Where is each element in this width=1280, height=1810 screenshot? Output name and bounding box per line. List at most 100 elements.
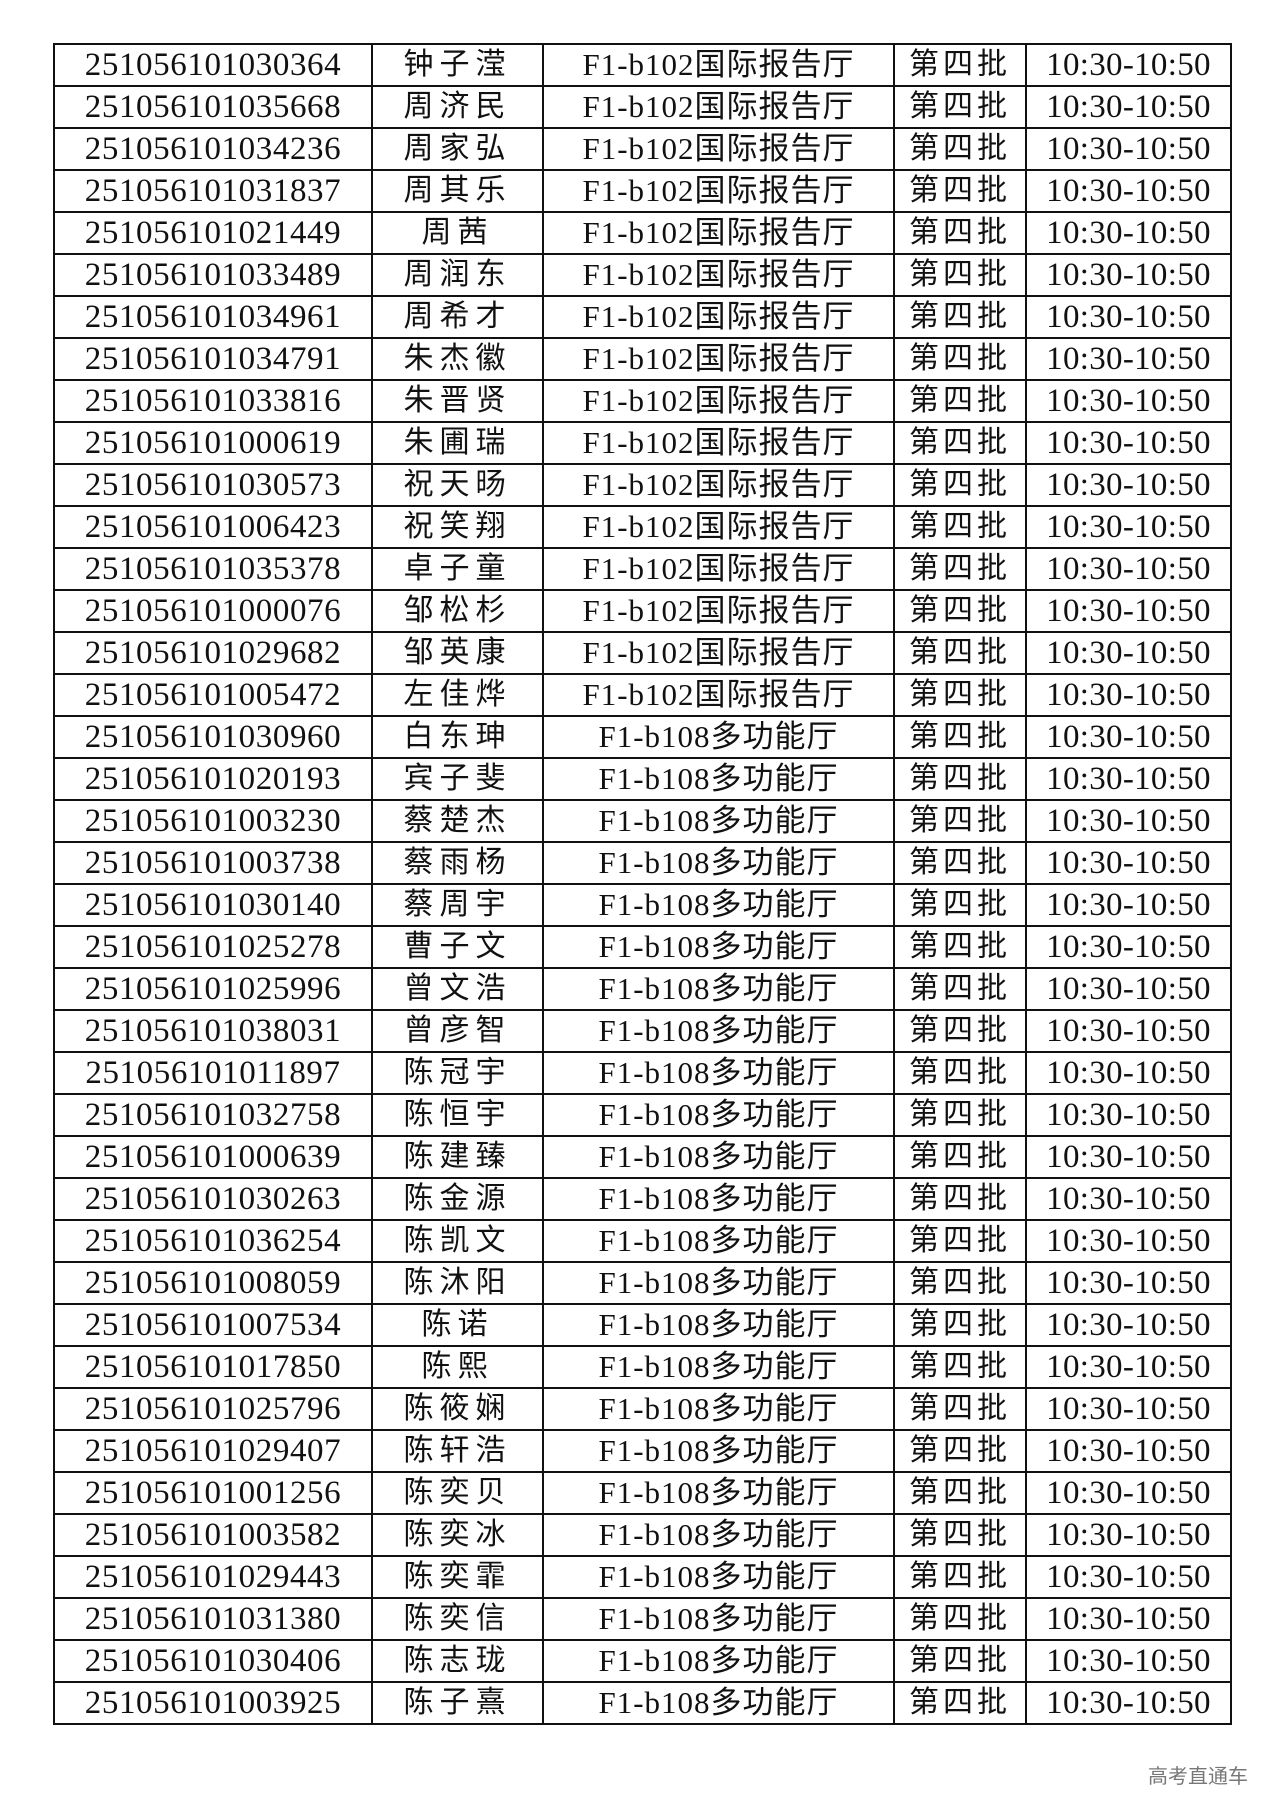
- student-name-cell: 陈奕冰: [371, 1513, 544, 1557]
- table-row: 251056101029443 陈奕霏 F1-b108多功能厅 第四批 10:30-10…: [53, 1555, 1232, 1599]
- time-cell: 10:30-10:50: [1025, 1597, 1232, 1641]
- room-cell: F1-b108多功能厅: [542, 967, 895, 1011]
- room-cell: F1-b102国际报告厅: [542, 379, 895, 423]
- student-id-cell: 251056101032758: [53, 1093, 373, 1137]
- student-name-cell: 周其乐: [371, 169, 544, 213]
- room-cell: F1-b108多功能厅: [542, 1471, 895, 1515]
- table-row: 251056101030364 钟子滢 F1-b102国际报告厅 第四批 10:30-1…: [53, 43, 1232, 87]
- room-cell: F1-b102国际报告厅: [542, 589, 895, 633]
- batch-cell: 第四批: [893, 967, 1027, 1011]
- table-row: 251056101025278 曹子文 F1-b108多功能厅 第四批 10:30-10…: [53, 925, 1232, 969]
- room-cell: F1-b108多功能厅: [542, 1429, 895, 1473]
- student-id-cell: 251056101034961: [53, 295, 373, 339]
- table-row: 251056101003738 蔡雨杨 F1-b108多功能厅 第四批 10:30-10…: [53, 841, 1232, 885]
- room-cell: F1-b102国际报告厅: [542, 211, 895, 255]
- table-row: 251056101035378 卓子童 F1-b102国际报告厅 第四批 10:30-1…: [53, 547, 1232, 591]
- student-id-cell: 251056101034236: [53, 127, 373, 171]
- room-cell: F1-b108多功能厅: [542, 1261, 895, 1305]
- student-id-cell: 251056101020193: [53, 757, 373, 801]
- time-cell: 10:30-10:50: [1025, 799, 1232, 843]
- time-cell: 10:30-10:50: [1025, 169, 1232, 213]
- table-row: 251056101020193 宾子斐 F1-b108多功能厅 第四批 10:30-10…: [53, 757, 1232, 801]
- batch-cell: 第四批: [893, 1429, 1027, 1473]
- room-cell: F1-b108多功能厅: [542, 1387, 895, 1431]
- batch-cell: 第四批: [893, 1219, 1027, 1263]
- student-id-cell: 251056101030960: [53, 715, 373, 759]
- table-row: 251056101034961 周希才 F1-b102国际报告厅 第四批 10:30-1…: [53, 295, 1232, 339]
- student-id-cell: 251056101030140: [53, 883, 373, 927]
- student-name-cell: 蔡楚杰: [371, 799, 544, 843]
- batch-cell: 第四批: [893, 85, 1027, 129]
- batch-cell: 第四批: [893, 1051, 1027, 1095]
- batch-cell: 第四批: [893, 1681, 1027, 1725]
- schedule-table: 251056101030364 钟子滢 F1-b102国际报告厅 第四批 10:30-1…: [53, 43, 1232, 1725]
- table-row: 251056101030263 陈金源 F1-b108多功能厅 第四批 10:30-10…: [53, 1177, 1232, 1221]
- room-cell: F1-b108多功能厅: [542, 799, 895, 843]
- batch-cell: 第四批: [893, 757, 1027, 801]
- time-cell: 10:30-10:50: [1025, 673, 1232, 717]
- student-id-cell: 251056101007534: [53, 1303, 373, 1347]
- table-row: 251056101001256 陈奕贝 F1-b108多功能厅 第四批 10:30-10…: [53, 1471, 1232, 1515]
- table-row: 251056101006423 祝笑翔 F1-b102国际报告厅 第四批 10:30-1…: [53, 505, 1232, 549]
- student-name-cell: 陈金源: [371, 1177, 544, 1221]
- student-name-cell: 周家弘: [371, 127, 544, 171]
- room-cell: F1-b108多功能厅: [542, 715, 895, 759]
- table-row: 251056101003582 陈奕冰 F1-b108多功能厅 第四批 10:30-10…: [53, 1513, 1232, 1557]
- time-cell: 10:30-10:50: [1025, 1387, 1232, 1431]
- room-cell: F1-b108多功能厅: [542, 883, 895, 927]
- room-cell: F1-b108多功能厅: [542, 1051, 895, 1095]
- student-id-cell: 251056101030263: [53, 1177, 373, 1221]
- student-name-cell: 朱晋贤: [371, 379, 544, 423]
- student-name-cell: 陈奕贝: [371, 1471, 544, 1515]
- table-row: 251056101029682 邹英康 F1-b102国际报告厅 第四批 10:30-1…: [53, 631, 1232, 675]
- student-id-cell: 251056101030573: [53, 463, 373, 507]
- student-id-cell: 251056101030364: [53, 43, 373, 87]
- table-row: 251056101017850 陈熙 F1-b108多功能厅 第四批 10:30-10:…: [53, 1345, 1232, 1389]
- time-cell: 10:30-10:50: [1025, 43, 1232, 87]
- time-cell: 10:30-10:50: [1025, 295, 1232, 339]
- time-cell: 10:30-10:50: [1025, 253, 1232, 297]
- time-cell: 10:30-10:50: [1025, 1135, 1232, 1179]
- time-cell: 10:30-10:50: [1025, 1639, 1232, 1683]
- table-row: 251056101036254 陈凯文 F1-b108多功能厅 第四批 10:30-10…: [53, 1219, 1232, 1263]
- time-cell: 10:30-10:50: [1025, 841, 1232, 885]
- student-name-cell: 蔡周宇: [371, 883, 544, 927]
- time-cell: 10:30-10:50: [1025, 85, 1232, 129]
- student-id-cell: 251056101003738: [53, 841, 373, 885]
- room-cell: F1-b108多功能厅: [542, 1681, 895, 1725]
- batch-cell: 第四批: [893, 1513, 1027, 1557]
- table-row: 251056101030960 白东珅 F1-b108多功能厅 第四批 10:30-10…: [53, 715, 1232, 759]
- table-row: 251056101005472 左佳烨 F1-b102国际报告厅 第四批 10:30-1…: [53, 673, 1232, 717]
- room-cell: F1-b102国际报告厅: [542, 85, 895, 129]
- student-name-cell: 邹英康: [371, 631, 544, 675]
- student-name-cell: 陈筱娴: [371, 1387, 544, 1431]
- table-row: 251056101007534 陈诺 F1-b108多功能厅 第四批 10:30-10:…: [53, 1303, 1232, 1347]
- time-cell: 10:30-10:50: [1025, 1093, 1232, 1137]
- room-cell: F1-b108多功能厅: [542, 925, 895, 969]
- table-row: 251056101030406 陈志珑 F1-b108多功能厅 第四批 10:30-10…: [53, 1639, 1232, 1683]
- student-id-cell: 251056101003230: [53, 799, 373, 843]
- batch-cell: 第四批: [893, 505, 1027, 549]
- student-id-cell: 251056101029682: [53, 631, 373, 675]
- student-id-cell: 251056101036254: [53, 1219, 373, 1263]
- table-row: 251056101033816 朱晋贤 F1-b102国际报告厅 第四批 10:30-1…: [53, 379, 1232, 423]
- table-row: 251056101033489 周润东 F1-b102国际报告厅 第四批 10:30-1…: [53, 253, 1232, 297]
- student-id-cell: 251056101035378: [53, 547, 373, 591]
- student-name-cell: 曾文浩: [371, 967, 544, 1011]
- batch-cell: 第四批: [893, 673, 1027, 717]
- batch-cell: 第四批: [893, 1639, 1027, 1683]
- student-name-cell: 周希才: [371, 295, 544, 339]
- room-cell: F1-b102国际报告厅: [542, 547, 895, 591]
- student-name-cell: 陈凯文: [371, 1219, 544, 1263]
- batch-cell: 第四批: [893, 1555, 1027, 1599]
- student-id-cell: 251056101035668: [53, 85, 373, 129]
- room-cell: F1-b108多功能厅: [542, 1303, 895, 1347]
- room-cell: F1-b108多功能厅: [542, 1597, 895, 1641]
- time-cell: 10:30-10:50: [1025, 1177, 1232, 1221]
- batch-cell: 第四批: [893, 1387, 1027, 1431]
- table-row: 251056101029407 陈轩浩 F1-b108多功能厅 第四批 10:30-10…: [53, 1429, 1232, 1473]
- room-cell: F1-b108多功能厅: [542, 1345, 895, 1389]
- batch-cell: 第四批: [893, 1261, 1027, 1305]
- student-name-cell: 陈轩浩: [371, 1429, 544, 1473]
- time-cell: 10:30-10:50: [1025, 1429, 1232, 1473]
